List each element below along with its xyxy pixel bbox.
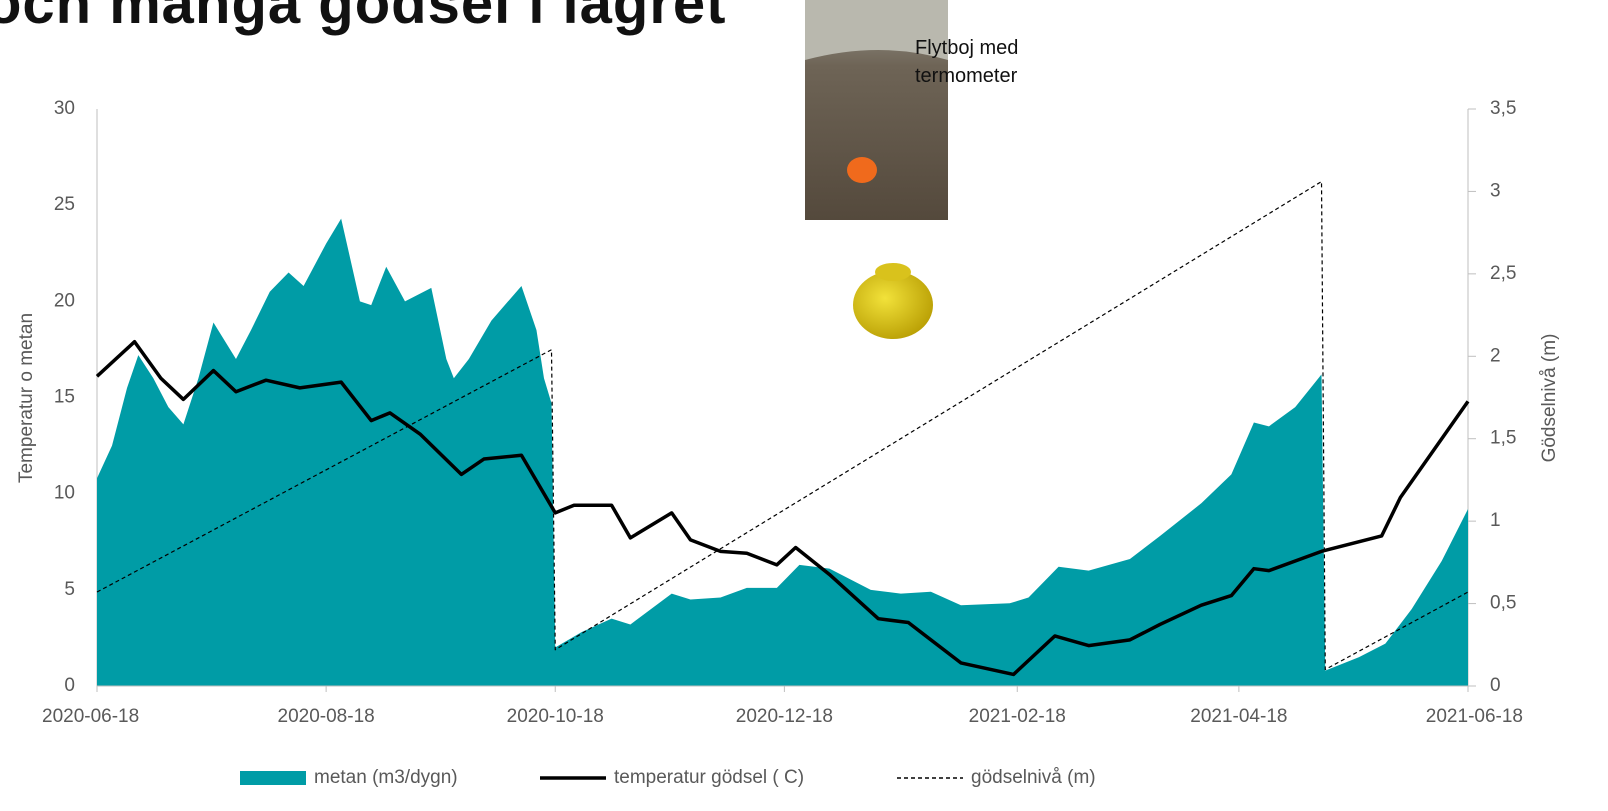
photo: [805, 0, 948, 220]
x-tick-label: 2021-04-18: [1190, 706, 1287, 727]
metan-area: [97, 218, 1468, 686]
x-tick-label: 2021-06-18: [1426, 706, 1523, 727]
y-tick-label: 20: [54, 290, 75, 311]
x-tick-label: 2020-12-18: [736, 706, 833, 727]
annotation: Flytboj med termometer: [915, 37, 1019, 87]
y2-tick-label: 2,5: [1490, 263, 1516, 284]
x-tick-label: 2021-02-18: [969, 706, 1066, 727]
level-line: [96, 180, 1469, 671]
sensor-image: [853, 263, 933, 339]
y2-tick-label: 1,5: [1490, 428, 1516, 449]
x-tick-label: 2020-08-18: [278, 706, 375, 727]
y-tick-label: 0: [64, 675, 75, 696]
y-tick-label: 15: [54, 387, 75, 408]
x-tick-label: 2020-06-18: [42, 706, 139, 727]
buoy: [847, 157, 877, 183]
y-tick-label: 10: [54, 483, 75, 504]
page-title: och många gödsel i lagret: [0, 0, 727, 36]
y2-tick-label: 2: [1490, 345, 1501, 366]
y-axis-title: Temperatur o metan: [16, 313, 37, 483]
y2-axis-title: Gödselnivå (m): [1539, 334, 1560, 463]
sensor-body: [853, 271, 933, 339]
x-tick-label: 2020-10-18: [507, 706, 604, 727]
y-tick-label: 30: [54, 98, 75, 119]
y-tick-label: 25: [54, 194, 75, 215]
y2-tick-label: 0: [1490, 675, 1501, 696]
legend-label: metan (m3/dygn): [314, 767, 458, 788]
legend-label: temperatur gödsel ( C): [614, 767, 804, 788]
legend-swatch: [240, 771, 306, 785]
tank-wall: [805, 0, 948, 60]
y2-tick-label: 3,5: [1490, 98, 1516, 119]
y2-tick-label: 0,5: [1490, 593, 1516, 614]
y-tick-label: 5: [64, 579, 75, 600]
legend-label: gödselnivå (m): [971, 767, 1096, 788]
sensor-cap: [875, 263, 911, 281]
temperature-line: [95, 339, 1470, 677]
y2-tick-label: 1: [1490, 510, 1501, 531]
y2-tick-label: 3: [1490, 180, 1501, 201]
